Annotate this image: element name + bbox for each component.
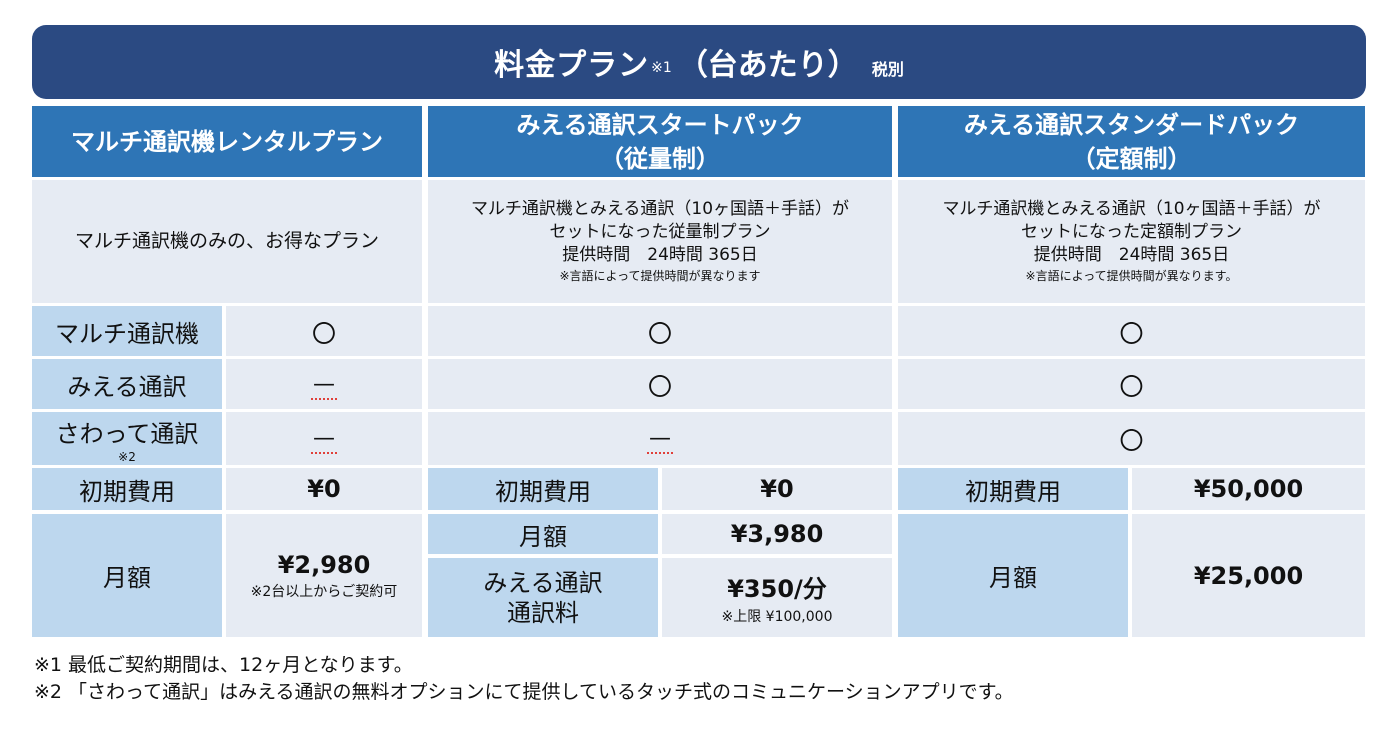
start-mieru-cell: 〇 <box>428 359 892 409</box>
initial-label-text: 初期費用 <box>495 477 591 506</box>
unavailable-mark: — <box>311 371 337 400</box>
standard-sawatte-cell: 〇 <box>898 412 1365 465</box>
initial-label-text: 初期費用 <box>79 477 175 506</box>
available-mark: 〇 <box>648 372 672 401</box>
feature-sawatte-text: さわって通訳 <box>55 420 199 448</box>
standard-initial-text: ¥50,000 <box>1193 475 1304 503</box>
page-subtitle: （台あたり） <box>677 48 858 83</box>
start-monthly-value: ¥3,980 <box>662 514 892 554</box>
available-mark: 〇 <box>1119 427 1144 455</box>
tax-label: 税別 <box>871 60 904 79</box>
start-device-cell: 〇 <box>428 306 892 356</box>
available-mark: 〇 <box>1119 319 1144 348</box>
rental-monthly-note: ※2台以上からご契約可 <box>250 583 398 600</box>
header-standard-pack: みえる通訳スタンダードパック （定額制） <box>898 106 1365 177</box>
rental-initial-value: ¥0 <box>226 468 422 510</box>
start-usage-note: ※上限 ¥100,000 <box>721 609 833 625</box>
standard-monthly-label: 月額 <box>898 514 1128 637</box>
feature-label-mieru: みえる通訳 <box>32 359 222 409</box>
rental-monthly-text: ¥2,980 <box>277 550 371 579</box>
start-initial-value: ¥0 <box>662 468 892 510</box>
rental-monthly-value: ¥2,980 ※2台以上からご契約可 <box>226 514 422 637</box>
page-title: 料金プラン <box>494 48 650 83</box>
start-monthly-text: ¥3,980 <box>730 520 824 548</box>
start-sawatte-cell: — <box>428 412 892 465</box>
page-title-bar: 料金プラン ※1 （台あたり） 税別 <box>32 25 1366 99</box>
rental-initial-text: ¥0 <box>307 475 341 503</box>
desc-standard-line3: 提供時間 24時間 365日 <box>1033 245 1230 265</box>
feature-sawatte-note: ※2 <box>118 450 136 464</box>
start-monthly-label: 月額 <box>428 514 658 554</box>
desc-rental-text: マルチ通訳機のみの、お得なプラン <box>74 230 379 252</box>
desc-standard-note: ※言語によって提供時間が異なります。 <box>1025 269 1238 283</box>
rental-monthly-label: 月額 <box>32 514 222 637</box>
desc-standard-line2: セットになった定額制プラン <box>1021 222 1242 242</box>
header-standard-type: （定額制） <box>1071 144 1192 173</box>
usage-label-line1: みえる通訳 <box>483 568 603 597</box>
feature-mieru-text: みえる通訳 <box>67 372 187 401</box>
available-mark: 〇 <box>1119 372 1144 401</box>
desc-start-note: ※言語によって提供時間が異なります <box>559 269 761 283</box>
header-rental-name: マルチ通訳機レンタルプラン <box>71 127 383 156</box>
header-start-type: （従量制） <box>600 144 720 173</box>
header-start-name: みえる通訳スタートパック <box>516 110 804 139</box>
header-start-pack: みえる通訳スタートパック （従量制） <box>428 106 892 177</box>
desc-standard: マルチ通訳機とみえる通訳（10ヶ国語＋手話）が セットになった定額制プラン 提供… <box>898 180 1365 303</box>
standard-initial-label: 初期費用 <box>898 468 1128 510</box>
usage-label-line2: 通訳料 <box>507 598 579 627</box>
desc-start: マルチ通訳機とみえる通訳（10ヶ国語＋手話）が セットになった従量制プラン 提供… <box>428 180 892 303</box>
start-usage-text: ¥350/分 <box>727 575 827 603</box>
footnote-2: ※2 「さわって通訳」はみえる通訳の無料オプションにて提供しているタッチ式のコミ… <box>34 681 1014 703</box>
rental-sawatte-cell: — <box>226 412 422 465</box>
standard-device-cell: 〇 <box>898 306 1365 356</box>
feature-label-sawatte: さわって通訳 ※2 <box>32 412 222 465</box>
feature-label-device: マルチ通訳機 <box>32 306 222 356</box>
footnote-1: ※1 最低ご契約期間は、12ヶ月となります。 <box>34 654 413 676</box>
monthly-label-text: 月額 <box>103 564 151 592</box>
standard-initial-value: ¥50,000 <box>1132 468 1365 510</box>
start-initial-text: ¥0 <box>760 475 794 503</box>
feature-device-text: マルチ通訳機 <box>55 319 199 348</box>
available-mark: 〇 <box>648 319 672 348</box>
title-footnote-ref: ※1 <box>651 60 672 76</box>
standard-monthly-text: ¥25,000 <box>1193 561 1304 590</box>
initial-label-text: 初期費用 <box>965 477 1061 506</box>
start-initial-label: 初期費用 <box>428 468 658 510</box>
desc-rental: マルチ通訳機のみの、お得なプラン <box>32 180 422 303</box>
monthly-label-text: 月額 <box>989 564 1037 592</box>
unavailable-mark: — <box>647 426 673 454</box>
monthly-label-text: 月額 <box>519 522 567 551</box>
footnotes: ※1 最低ご契約期間は、12ヶ月となります。 ※2 「さわって通訳」はみえる通訳… <box>34 652 1014 706</box>
start-usage-label: みえる通訳 通訳料 <box>428 558 658 637</box>
header-standard-name: みえる通訳スタンダードパック <box>963 110 1300 139</box>
header-rental-plan: マルチ通訳機レンタルプラン <box>32 106 422 177</box>
rental-initial-label: 初期費用 <box>32 468 222 510</box>
available-mark: 〇 <box>312 319 336 348</box>
desc-start-line1: マルチ通訳機とみえる通訳（10ヶ国語＋手話）が <box>470 199 850 219</box>
standard-monthly-value: ¥25,000 <box>1132 514 1365 637</box>
desc-start-line3: 提供時間 24時間 365日 <box>562 245 758 265</box>
rental-device-cell: 〇 <box>226 306 422 356</box>
unavailable-mark: — <box>311 426 337 454</box>
start-usage-value: ¥350/分 ※上限 ¥100,000 <box>662 558 892 637</box>
desc-start-line2: セットになった従量制プラン <box>549 222 771 242</box>
rental-mieru-cell: — <box>226 359 422 409</box>
desc-standard-line1: マルチ通訳機とみえる通訳（10ヶ国語＋手話）が <box>942 199 1321 219</box>
standard-mieru-cell: 〇 <box>898 359 1365 409</box>
